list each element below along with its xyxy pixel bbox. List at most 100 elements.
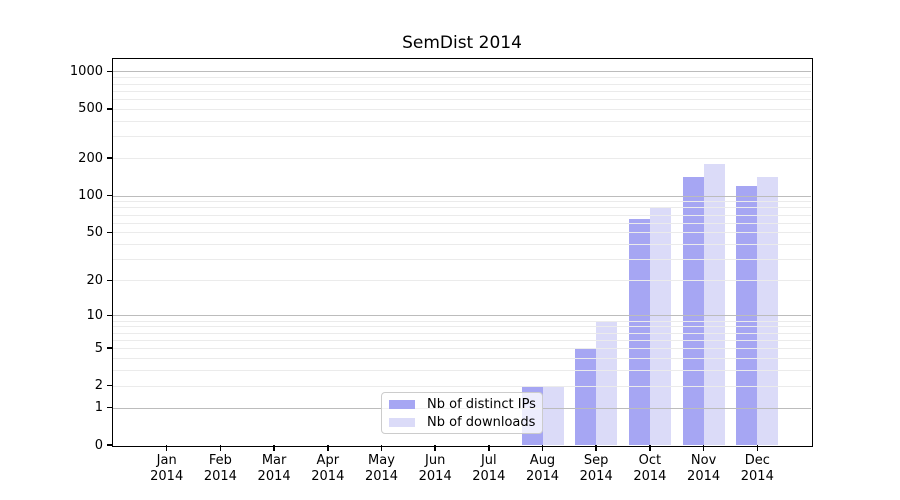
- x-tick-month: Aug: [529, 453, 556, 468]
- gridline-minor: [113, 90, 811, 92]
- chart-title: SemDist 2014: [402, 33, 522, 53]
- x-axis-tick: [595, 445, 597, 451]
- x-axis-tick: [165, 445, 168, 451]
- x-axis-tick: [273, 445, 275, 451]
- x-axis-tick: [541, 445, 544, 451]
- gridline-minor: [113, 370, 811, 371]
- gridline-minor: [113, 158, 811, 160]
- y-axis-tick: [106, 194, 113, 197]
- x-axis-tick: [327, 445, 329, 451]
- x-tick-year: 2014: [203, 469, 237, 484]
- x-tick-label: Jun 2014: [403, 453, 467, 485]
- y-axis-tick: [106, 314, 113, 317]
- x-tick-year: 2014: [257, 469, 291, 484]
- y-tick-label: 1: [94, 400, 103, 415]
- gridline-minor: [113, 259, 811, 261]
- gridline-minor: [113, 280, 811, 282]
- x-tick-month: Nov: [690, 453, 717, 468]
- gridline-minor: [113, 77, 811, 79]
- gridline-minor: [113, 232, 811, 234]
- x-axis-tick: [434, 445, 436, 451]
- y-tick-label: 100: [78, 188, 103, 203]
- legend-label: Nb of downloads: [427, 414, 536, 430]
- x-axis-tick: [219, 445, 222, 451]
- x-tick-month: May: [368, 453, 395, 468]
- y-tick-label: 10: [86, 307, 103, 323]
- gridline-minor: [113, 108, 811, 110]
- gridline-minor: [113, 214, 811, 216]
- x-tick-month: Sep: [583, 453, 609, 468]
- x-axis-tick: [702, 445, 705, 451]
- x-tick-month: Apr: [316, 453, 340, 468]
- bar-distinct-ips: [628, 218, 650, 445]
- y-axis-tick: [106, 70, 113, 73]
- gridline-minor: [113, 326, 811, 328]
- x-axis-tick: [756, 445, 759, 451]
- gridline-minor: [113, 385, 811, 387]
- x-tick-month: Jul: [480, 453, 497, 468]
- x-tick-month: Mar: [261, 453, 287, 468]
- x-tick-label: Jan 2014: [135, 453, 199, 485]
- x-tick-year: 2014: [150, 469, 184, 484]
- gridline-minor: [113, 320, 811, 322]
- x-tick-month: Oct: [638, 453, 662, 468]
- gridline-minor: [113, 222, 811, 224]
- y-tick-label: 0: [94, 437, 103, 453]
- x-tick-label: Mar 2014: [242, 453, 306, 485]
- x-tick-label: Nov 2014: [672, 453, 736, 485]
- x-axis-tick: [649, 445, 651, 451]
- y-axis-tick: [106, 108, 113, 110]
- bar-distinct-ips: [575, 348, 597, 445]
- gridline-minor: [113, 244, 811, 246]
- y-axis-tick: [106, 279, 113, 282]
- gridline-major: [113, 71, 811, 73]
- gridline-major: [113, 195, 811, 197]
- x-tick-label: Jul 2014: [457, 453, 521, 485]
- x-tick-year: 2014: [418, 469, 452, 484]
- x-tick-label: May 2014: [350, 453, 414, 485]
- y-tick-label: 200: [78, 150, 103, 166]
- legend: Nb of distinct IPs Nb of downloads: [381, 392, 543, 434]
- y-axis-tick: [106, 384, 113, 387]
- x-tick-month: Jan: [156, 453, 177, 468]
- bar-downloads: [596, 320, 618, 445]
- x-tick-year: 2014: [472, 469, 506, 484]
- y-axis-tick: [106, 347, 113, 349]
- legend-label: Nb of distinct IPs: [427, 396, 536, 412]
- grid-layer: [113, 59, 811, 445]
- y-axis-tick: [106, 444, 113, 446]
- bar-downloads: [703, 163, 725, 445]
- x-tick-label: Aug 2014: [511, 453, 575, 485]
- y-tick-label: 20: [86, 272, 103, 288]
- gridline-minor: [113, 99, 811, 100]
- x-tick-year: 2014: [687, 469, 721, 484]
- x-axis-tick: [380, 445, 383, 451]
- x-tick-year: 2014: [740, 469, 774, 484]
- gridline-major: [113, 315, 811, 317]
- y-tick-label: 500: [78, 101, 103, 117]
- legend-swatch: [389, 399, 415, 409]
- x-tick-month: Feb: [208, 453, 232, 468]
- gridline-minor: [113, 332, 811, 334]
- x-tick-year: 2014: [364, 469, 399, 484]
- x-tick-label: Oct 2014: [618, 453, 682, 485]
- x-tick-label: Feb 2014: [188, 453, 252, 485]
- bar-downloads: [542, 385, 564, 445]
- gridline-minor: [113, 358, 811, 359]
- y-axis-tick: [106, 231, 113, 234]
- gridline-minor: [113, 207, 811, 209]
- x-axis-tick: [488, 445, 490, 451]
- x-tick-label: Apr 2014: [296, 453, 360, 485]
- y-tick-label: 50: [86, 224, 103, 240]
- legend-item: Nb of distinct IPs: [382, 397, 542, 412]
- y-tick-label: 5: [94, 340, 103, 356]
- legend-item: Nb of downloads: [382, 415, 542, 430]
- gridline-minor: [113, 83, 811, 85]
- x-tick-month: Dec: [744, 453, 770, 468]
- gridline-minor: [113, 348, 811, 350]
- y-tick-label: 2: [94, 378, 103, 394]
- x-tick-month: Jun: [425, 453, 446, 468]
- gridline-minor: [113, 120, 811, 122]
- legend-swatch: [389, 417, 415, 427]
